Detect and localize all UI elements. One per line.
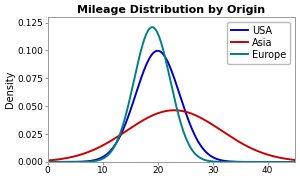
Asia <box>278 157 282 159</box>
Y-axis label: Density: Density <box>5 71 15 108</box>
Legend: USA, Asia, Europe: USA, Asia, Europe <box>227 22 290 64</box>
Europe <box>18 161 22 163</box>
Asia <box>35 160 39 162</box>
Asia <box>172 109 176 111</box>
Asia <box>170 109 174 111</box>
USA <box>156 50 160 52</box>
USA <box>179 97 183 99</box>
USA <box>35 161 39 163</box>
Asia <box>18 161 22 163</box>
Asia <box>179 110 183 112</box>
Europe <box>170 87 174 89</box>
USA <box>278 161 282 163</box>
Line: Europe: Europe <box>20 27 300 162</box>
Europe <box>35 161 39 163</box>
USA <box>18 161 22 163</box>
USA <box>170 71 174 73</box>
Line: USA: USA <box>20 51 300 162</box>
Europe <box>278 161 282 163</box>
Title: Mileage Distribution by Origin: Mileage Distribution by Origin <box>77 5 266 15</box>
Europe <box>150 26 154 28</box>
Europe <box>179 122 183 124</box>
Line: Asia: Asia <box>20 110 300 162</box>
